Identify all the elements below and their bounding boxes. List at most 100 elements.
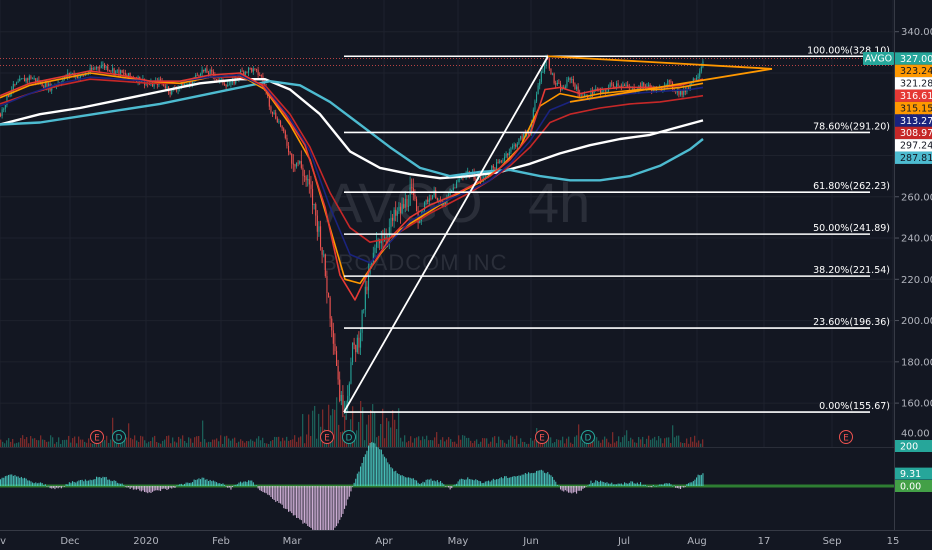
candle-body: [190, 81, 192, 86]
earnings-marker[interactable]: E: [839, 430, 853, 444]
candle-body: [123, 72, 125, 74]
oscillator-bar: [408, 477, 410, 486]
candle-body: [427, 199, 429, 202]
candle-body: [116, 69, 118, 71]
pane-separator[interactable]: [0, 447, 894, 448]
volume-bar: [176, 442, 178, 447]
volume-bar: [392, 410, 394, 447]
oscillator-bar: [110, 480, 112, 486]
volume-bar: [522, 441, 524, 447]
candle-body: [153, 82, 155, 87]
oscillator-bar: [67, 484, 69, 486]
volume-bar: [604, 436, 606, 447]
candle-body: [374, 247, 376, 253]
volume-bar: [364, 440, 366, 447]
time-axis-bg[interactable]: [0, 530, 932, 550]
candle-body: [681, 90, 683, 95]
volume-bar: [210, 442, 212, 447]
oscillator-bar: [123, 485, 125, 486]
oscillator-bar: [321, 486, 323, 538]
oscillator-bar: [409, 477, 411, 486]
price-badge: 327.00: [895, 52, 932, 65]
volume-bar: [358, 421, 360, 447]
volume-bar: [460, 439, 462, 447]
volume-bar: [498, 436, 500, 447]
oscillator-bar: [89, 479, 91, 486]
volume-bar: [340, 432, 342, 447]
candle-body: [454, 187, 456, 189]
volume-badge: 200: [895, 440, 932, 453]
oscillator-bar: [488, 480, 490, 486]
volume-bar: [596, 437, 598, 447]
price-badge-bg: [895, 77, 932, 90]
trendline[interactable]: [547, 55, 773, 70]
oscillator-bar: [585, 486, 587, 487]
candle-body: [510, 147, 512, 152]
price-badge-label: 323.24: [900, 66, 932, 77]
oscillator-bar: [534, 472, 536, 486]
oscillator-bar: [592, 483, 594, 486]
volume-bar: [16, 442, 18, 447]
oscillator-bar: [372, 442, 374, 486]
x-tick-label: 2020: [133, 536, 158, 547]
fibonacci-retracement[interactable]: 100.00%(328.10) 78.60%(291.20) 61.80%(262.…: [344, 45, 890, 413]
trendlines[interactable]: [343, 55, 773, 413]
volume-bar: [2, 441, 4, 447]
candle-body: [380, 240, 382, 244]
candle-body: [360, 332, 362, 348]
volume-bar: [114, 439, 116, 447]
oscillator-bar: [667, 483, 669, 486]
oscillator-bar: [219, 483, 221, 486]
volume-bar: [398, 408, 400, 447]
candle-body: [428, 198, 430, 202]
oscillator-bar: [483, 482, 485, 486]
volume-bar: [104, 440, 106, 447]
oscillator-bar: [166, 486, 168, 490]
oscillator-bar: [92, 479, 94, 486]
volume-bar: [510, 435, 512, 447]
volume-bar: [442, 437, 444, 447]
candle-body: [24, 78, 26, 82]
candle-body: [6, 95, 8, 106]
oscillator-bar: [182, 484, 184, 486]
oscillator-bar: [112, 481, 114, 486]
candle-body: [496, 162, 498, 170]
oscillator-bar: [334, 486, 336, 528]
trendline[interactable]: [569, 67, 773, 103]
volume-bar: [92, 443, 94, 447]
volume-bar: [636, 442, 638, 447]
dividend-marker[interactable]: D: [112, 430, 126, 444]
candle-body: [694, 78, 696, 80]
trendline[interactable]: [343, 55, 549, 413]
volume-bar: [642, 436, 644, 447]
oscillator-bar: [80, 480, 82, 486]
volume-bar: [578, 424, 580, 447]
dividend-marker[interactable]: D: [342, 430, 356, 444]
oscillator-bar: [68, 482, 70, 486]
oscillator-bar: [515, 476, 517, 486]
volume-bar: [556, 439, 558, 447]
fib-level-label: 50.00%(241.89): [813, 223, 890, 234]
oscillator-bar: [665, 483, 667, 486]
earnings-marker[interactable]: E: [90, 430, 104, 444]
candle-body: [305, 176, 307, 181]
volume-bar: [526, 443, 528, 447]
oscillator-bar: [200, 479, 202, 486]
oscillator-bar: [502, 478, 504, 486]
earnings-marker[interactable]: E: [320, 430, 334, 444]
volume-bar: [650, 439, 652, 447]
dividend-marker[interactable]: D: [581, 430, 595, 444]
oscillator-bar: [356, 473, 358, 486]
oscillator-bar: [441, 482, 443, 486]
earnings-marker[interactable]: E: [535, 430, 549, 444]
oscillator-bar: [684, 486, 686, 487]
volume-bar: [40, 435, 42, 447]
candle-body: [80, 75, 82, 77]
oscillator-bar: [385, 458, 387, 486]
oscillator-bar: [689, 482, 691, 486]
volume-bar: [508, 439, 510, 447]
candle-body: [33, 78, 35, 80]
oscillator-bar: [8, 474, 10, 486]
